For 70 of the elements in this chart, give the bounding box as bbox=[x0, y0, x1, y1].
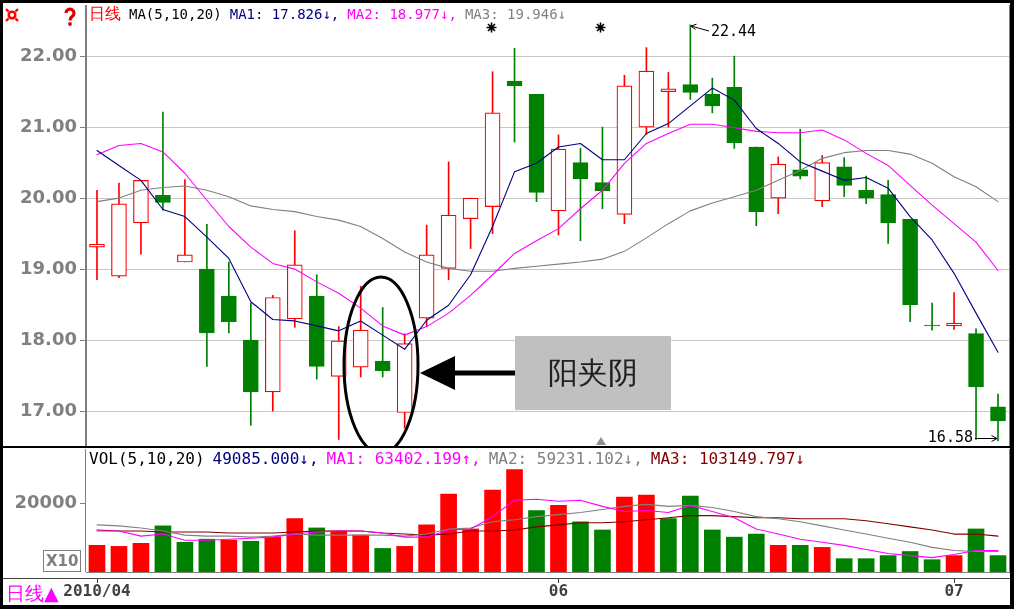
bar bbox=[484, 489, 501, 572]
y-tick-label: 22.00 bbox=[20, 43, 77, 65]
bar bbox=[374, 548, 392, 572]
bar bbox=[989, 555, 1007, 572]
bar bbox=[242, 540, 260, 572]
bar bbox=[550, 505, 567, 572]
candlestick bbox=[924, 302, 940, 331]
annotation: 阳夹阴 bbox=[547, 355, 639, 391]
candlestick bbox=[177, 179, 193, 263]
text: 20000 bbox=[14, 491, 77, 513]
text: MA1: 17.826↓, bbox=[229, 6, 340, 22]
bar bbox=[879, 555, 897, 572]
bar bbox=[286, 518, 304, 572]
bar bbox=[857, 558, 875, 572]
bar bbox=[176, 541, 194, 572]
bar bbox=[396, 546, 413, 572]
candlestick bbox=[89, 189, 105, 281]
bar bbox=[835, 558, 853, 572]
bar bbox=[813, 547, 831, 572]
candlestick bbox=[374, 307, 391, 378]
x-tick-label: 06 bbox=[548, 580, 569, 600]
bar bbox=[220, 539, 238, 572]
legend-label: MA2: 59231.102↓, bbox=[488, 449, 643, 468]
candlestick bbox=[155, 111, 171, 211]
text: MA3: 19.946↓ bbox=[464, 6, 567, 22]
bar bbox=[769, 545, 787, 572]
annotation: 22.44 bbox=[711, 21, 757, 40]
bar bbox=[264, 536, 282, 572]
bar bbox=[88, 545, 106, 572]
bar bbox=[703, 529, 721, 572]
text: MA3: 103149.797↓ bbox=[650, 449, 805, 468]
legend-title: MA(5,10,20) bbox=[129, 6, 222, 22]
bar bbox=[440, 493, 457, 572]
y-tick-label: 20.00 bbox=[20, 185, 77, 207]
x-tick-label: 2010/04 bbox=[63, 580, 131, 600]
y-axis-title: X10 bbox=[43, 550, 82, 572]
bar bbox=[198, 538, 216, 572]
chart-title: 日线 bbox=[89, 4, 121, 23]
y-tick-label: 18.00 bbox=[20, 327, 77, 349]
bar bbox=[747, 533, 765, 572]
bar bbox=[110, 546, 128, 572]
bar bbox=[682, 495, 699, 572]
bar bbox=[791, 545, 809, 572]
x-axis-title: 日线▲ bbox=[6, 582, 59, 604]
text: MA2: 18.977↓, bbox=[347, 6, 457, 22]
bar bbox=[352, 534, 370, 572]
bar bbox=[638, 494, 655, 572]
bar bbox=[132, 542, 150, 572]
text: MA1: 63402.199↑, bbox=[326, 449, 481, 468]
x-tick-label: 07 bbox=[944, 580, 964, 600]
y-tick-label: 21.00 bbox=[20, 114, 77, 136]
bar bbox=[594, 529, 611, 572]
annotation: 16.58 bbox=[927, 427, 973, 446]
bar bbox=[418, 524, 435, 572]
bar bbox=[616, 496, 633, 572]
bar bbox=[462, 528, 479, 572]
y-tick-label: 17.00 bbox=[20, 398, 77, 420]
bar bbox=[572, 521, 589, 572]
y-tick-label: 19.00 bbox=[20, 256, 77, 278]
bar bbox=[901, 551, 919, 572]
bar bbox=[660, 518, 677, 572]
bar bbox=[330, 530, 348, 572]
bar bbox=[506, 469, 523, 572]
chart-subtitle: 49085.000↓, bbox=[212, 449, 319, 468]
bar bbox=[923, 559, 941, 572]
bar bbox=[528, 510, 545, 572]
bar bbox=[725, 536, 743, 572]
bar bbox=[945, 555, 963, 572]
legend-title: VOL(5,10,20) bbox=[89, 449, 205, 468]
candlestick bbox=[946, 292, 962, 330]
